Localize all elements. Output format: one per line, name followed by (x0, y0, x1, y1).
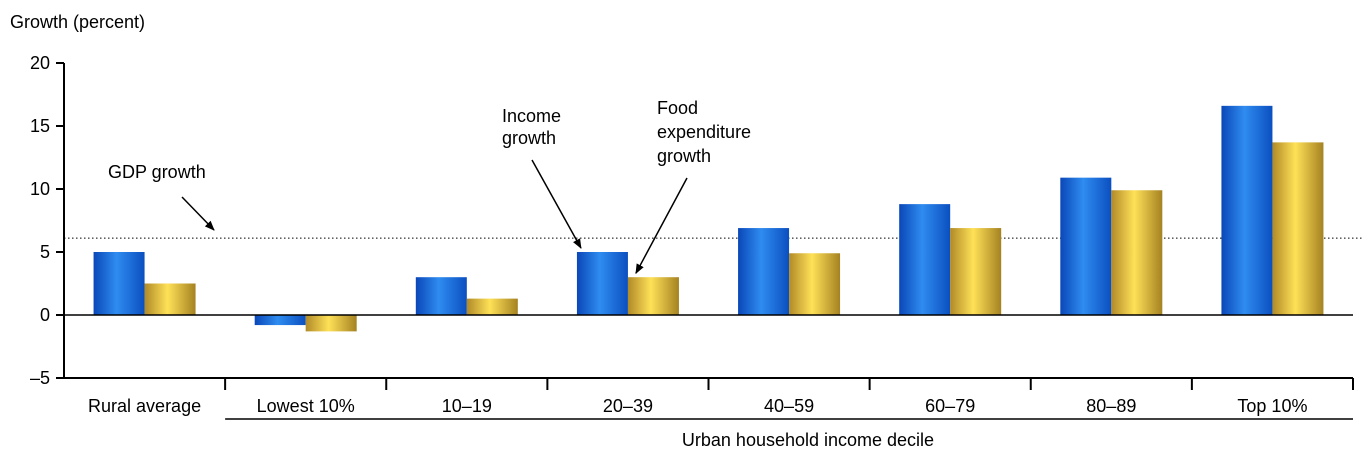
income-growth-bar (1221, 105, 1273, 315)
gdp-growth-arrow (181, 196, 215, 231)
category-label: 10–19 (442, 396, 492, 416)
annotations-layer: GDP growthIncomegrowthFoodexpendituregro… (108, 98, 751, 275)
food-expenditure-bar (789, 253, 841, 315)
axis-layer: –5 0 5 10 15 20 Rural average Lowest 10% 10–19 20… (30, 53, 1354, 420)
y-tick-label: 5 (40, 242, 50, 262)
food-growth-label: expenditure (657, 122, 751, 142)
y-tick-label: 15 (30, 116, 50, 136)
category-label: 60–79 (925, 396, 975, 416)
income-growth-bar (415, 277, 467, 315)
food-expenditure-bar (466, 298, 518, 315)
y-tick-label: 20 (30, 53, 50, 73)
y-tick-label: –5 (30, 368, 50, 388)
y-tick-label: 10 (30, 179, 50, 199)
income-growth-label: Income (502, 106, 561, 126)
food-expenditure-bar (1272, 142, 1324, 315)
food-expenditure-bar (950, 228, 1002, 315)
category-label: 80–89 (1086, 396, 1136, 416)
x-axis-title: Urban household income decile (682, 430, 934, 450)
food-expenditure-bar (627, 277, 679, 315)
gdp-growth-label: GDP growth (108, 162, 206, 182)
y-axis-title: Growth (percent) (10, 12, 145, 32)
income-growth-bar (254, 315, 306, 326)
food-growth-arrow (635, 177, 688, 275)
income-growth-bar (899, 204, 951, 315)
category-label: 40–59 (764, 396, 814, 416)
food-expenditure-bar (144, 283, 196, 315)
category-label: Top 10% (1237, 396, 1307, 416)
food-growth-label: Food (657, 98, 698, 118)
bars-layer (93, 105, 1324, 332)
food-expenditure-bar (1111, 190, 1163, 315)
income-growth-arrow (531, 159, 582, 249)
food-growth-label: growth (657, 146, 711, 166)
income-growth-bar (93, 252, 145, 315)
food-expenditure-bar (305, 315, 357, 332)
income-growth-bar (576, 252, 628, 315)
category-label: Lowest 10% (257, 396, 355, 416)
income-growth-label: growth (502, 128, 556, 148)
category-label: Rural average (88, 396, 201, 416)
category-label: 20–39 (603, 396, 653, 416)
income-growth-bar (1060, 177, 1112, 315)
income-growth-bar (738, 228, 790, 315)
y-tick-label: 0 (40, 305, 50, 325)
